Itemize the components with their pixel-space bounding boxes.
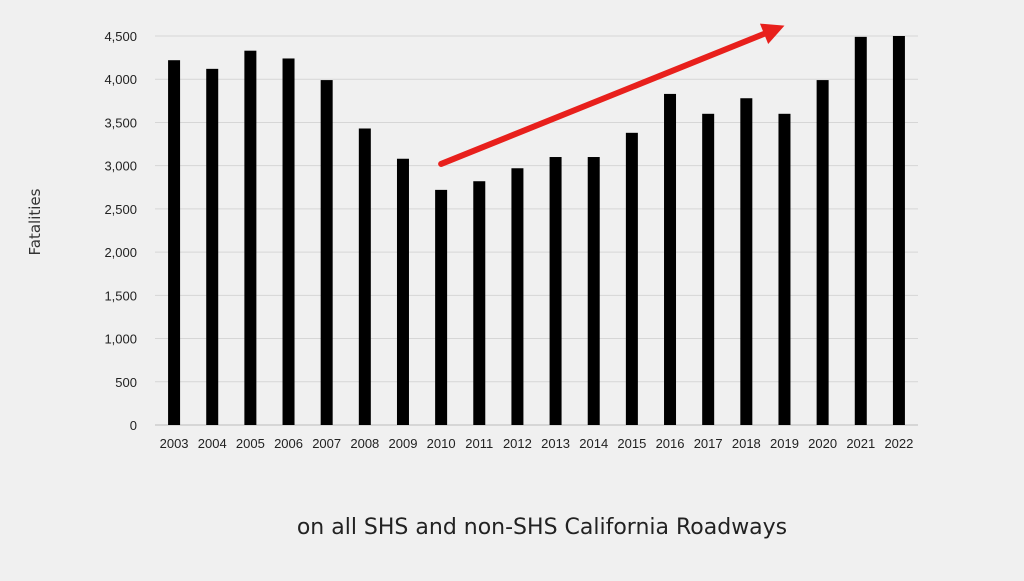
y-tick-label: 2,500 — [104, 202, 137, 217]
bar-2012 — [511, 168, 524, 425]
y-tick-label: 1,500 — [104, 288, 137, 303]
x-tick-label: 2007 — [312, 436, 341, 451]
bar-2019 — [778, 113, 791, 426]
x-tick-label: 2013 — [541, 436, 570, 451]
x-tick-label: 2009 — [389, 436, 418, 451]
x-tick-label: 2004 — [198, 436, 227, 451]
x-tick-label: 2017 — [694, 436, 723, 451]
x-tick-label: 2018 — [732, 436, 761, 451]
arrow-shaft — [438, 30, 768, 167]
bar-2013 — [549, 157, 562, 425]
chart-caption: on all SHS and non-SHS California Roadwa… — [297, 515, 787, 540]
y-axis-title: Fatalities — [26, 188, 44, 255]
y-tick-label: 4,500 — [104, 29, 137, 44]
y-tick-label: 1,000 — [104, 332, 137, 347]
y-tick-label: 3,000 — [104, 159, 137, 174]
x-tick-label: 2015 — [617, 436, 646, 451]
y-tick-label: 2,000 — [104, 245, 137, 260]
y-tick-label: 3,500 — [104, 115, 137, 130]
y-tick-label: 0 — [130, 418, 137, 433]
bar-2004 — [206, 68, 219, 426]
bar-2021 — [854, 36, 867, 426]
x-tick-label: 2019 — [770, 436, 799, 451]
x-tick-label: 2003 — [160, 436, 189, 451]
x-tick-label: 2016 — [656, 436, 685, 451]
gridlines — [155, 35, 918, 426]
x-tick-label: 2021 — [846, 436, 875, 451]
x-tick-label: 2022 — [884, 436, 913, 451]
arrow-head — [759, 23, 785, 45]
x-tick-label: 2005 — [236, 436, 265, 451]
x-tick-label: 2006 — [274, 436, 303, 451]
bar-2003 — [168, 60, 181, 426]
x-tick-label: 2011 — [465, 436, 493, 451]
bar-2018 — [740, 98, 753, 426]
bar-2006 — [282, 58, 295, 425]
bars — [168, 36, 905, 426]
bar-2016 — [664, 93, 677, 425]
y-tick-label: 500 — [115, 375, 137, 390]
x-tick-label: 2010 — [427, 436, 456, 451]
bar-2010 — [435, 189, 448, 425]
bar-2011 — [473, 181, 486, 425]
y-axis-ticks: 0 500 1,000 1,500 2,000 2,500 3,000 3,500 4,000 4… — [104, 29, 137, 433]
x-axis-ticks: 2003 2004 2005 2006 2007 2008 2009 2010 2011 2012… — [160, 436, 914, 451]
x-tick-label: 2008 — [350, 436, 379, 451]
bar-2014 — [587, 157, 600, 425]
y-tick-label: 4,000 — [104, 72, 137, 87]
bar-2017 — [702, 113, 715, 426]
x-tick-label: 2014 — [579, 436, 608, 451]
x-tick-label: 2012 — [503, 436, 532, 451]
bar-2009 — [396, 158, 409, 426]
bar-2015 — [625, 132, 638, 425]
bar-2020 — [816, 80, 829, 425]
trend-arrow — [438, 23, 785, 167]
bar-2005 — [244, 50, 257, 425]
x-tick-label: 2020 — [808, 436, 837, 451]
bar-2008 — [358, 128, 371, 426]
bar-2022 — [892, 36, 905, 425]
bar-2007 — [320, 80, 333, 425]
